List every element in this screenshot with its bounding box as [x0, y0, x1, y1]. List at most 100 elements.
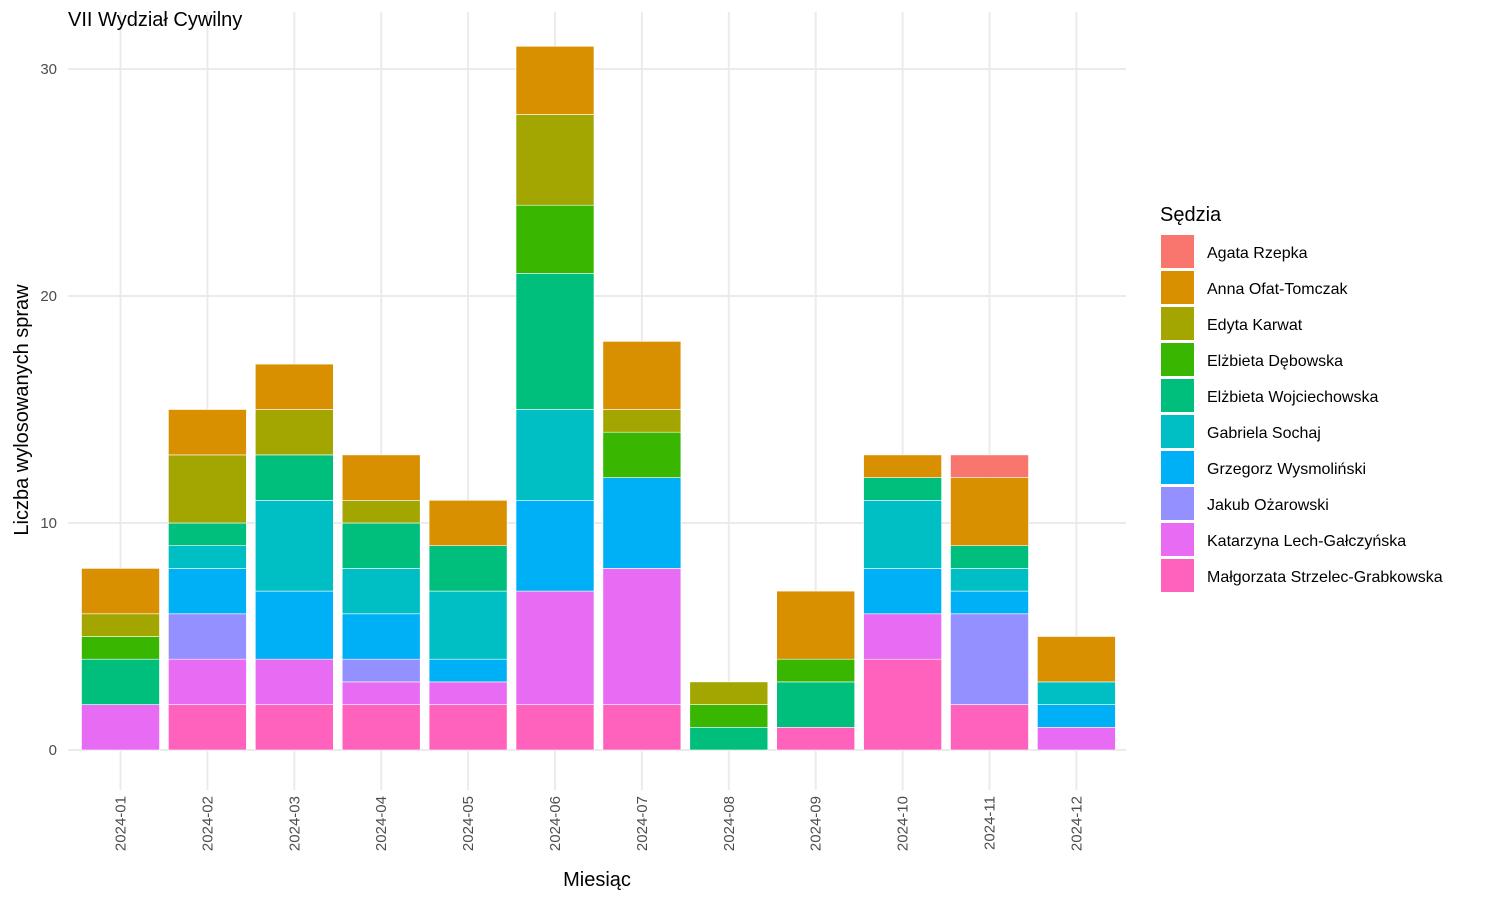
- legend-key: [1161, 379, 1194, 412]
- bar-segment: [863, 568, 942, 615]
- bar-segment: [689, 681, 769, 705]
- bar-segment: [776, 681, 856, 728]
- bar-segment: [341, 522, 421, 569]
- bar-segment: [689, 704, 769, 728]
- bar-segment: [515, 704, 595, 751]
- x-tick-label: 2024-02: [199, 796, 216, 851]
- x-tick-labels: 2024-01 2024-02 2024-03 2024-04 2024-05 2024-…: [113, 796, 1086, 851]
- x-tick-label: 2024-10: [895, 796, 912, 851]
- bar-segment: [168, 454, 247, 524]
- bar-segment: [428, 658, 508, 683]
- bar-segment: [168, 704, 247, 751]
- x-tick-label: 2024-03: [286, 796, 303, 851]
- bar-segment: [515, 590, 595, 705]
- legend-key: [1161, 235, 1194, 268]
- bar-segment: [950, 545, 1029, 569]
- legend-label: Elżbieta Wojciechowska: [1207, 389, 1378, 406]
- bar-segment: [341, 454, 421, 501]
- bar-segment: [81, 613, 160, 637]
- bar-segment: [689, 726, 769, 751]
- x-tick-label: 2024-12: [1068, 796, 1085, 851]
- x-tick-label: 2024-06: [547, 796, 564, 851]
- bar-segment: [168, 522, 247, 547]
- bar-segment: [602, 704, 682, 751]
- bar-segment: [341, 704, 421, 751]
- bars: [81, 45, 1116, 751]
- bar-segment: [255, 409, 334, 456]
- bar-segment: [950, 477, 1029, 547]
- bar-segment: [168, 613, 247, 660]
- x-tick-label: 2024-07: [634, 796, 651, 851]
- bar-segment: [168, 545, 247, 569]
- legend-label: Jakub Ożarowski: [1207, 497, 1329, 514]
- legend-key: [1161, 271, 1194, 304]
- bar-segment: [602, 431, 682, 478]
- legend-key: [1161, 451, 1194, 484]
- bar-segment: [428, 590, 508, 660]
- y-tick-label: 0: [49, 742, 57, 759]
- legend-key: [1161, 415, 1194, 448]
- bar-segment: [515, 45, 595, 115]
- legend-label: Katarzyna Lech-Gałczyńska: [1207, 533, 1406, 550]
- y-tick-label: 30: [40, 61, 57, 78]
- bar-segment: [255, 704, 334, 751]
- bar-segment: [81, 636, 160, 660]
- bar-segment: [515, 114, 595, 206]
- bar-segment: [515, 409, 595, 501]
- bar-segment: [168, 658, 247, 705]
- bar-segment: [1037, 704, 1116, 728]
- bar-segment: [950, 568, 1029, 592]
- bar-segment: [1037, 636, 1116, 683]
- bar-segment: [602, 477, 682, 569]
- legend-label: Małgorzata Strzelec-Grabkowska: [1207, 569, 1443, 586]
- bar-segment: [1037, 726, 1116, 751]
- bar-segment: [81, 568, 160, 615]
- bar-segment: [255, 363, 334, 410]
- x-tick-label: 2024-01: [113, 796, 130, 851]
- bar-segment: [255, 454, 334, 501]
- bar-segment: [515, 272, 595, 410]
- bar-segment: [863, 499, 942, 569]
- x-tick-label: 2024-05: [460, 796, 477, 851]
- bar-segment: [255, 590, 334, 660]
- x-tick-label: 2024-04: [373, 796, 390, 851]
- legend-key: [1161, 307, 1194, 340]
- bar-segment: [341, 613, 421, 660]
- legend-key: [1161, 559, 1194, 592]
- bar-segment: [863, 658, 942, 751]
- x-tick-label: 2024-11: [982, 796, 999, 850]
- x-axis-title: Miesiąc: [563, 869, 631, 891]
- chart-title: VII Wydział Cywilny: [68, 9, 242, 31]
- bar-segment: [776, 726, 856, 751]
- legend-label: Gabriela Sochaj: [1207, 425, 1321, 442]
- bar-segment: [428, 681, 508, 705]
- bar-segment: [863, 454, 942, 478]
- legend-key: [1161, 343, 1194, 376]
- bar-segment: [863, 613, 942, 660]
- legend-label: Agata Rzepka: [1207, 245, 1308, 262]
- bar-segment: [341, 568, 421, 615]
- bar-segment: [950, 613, 1029, 705]
- bar-segment: [81, 658, 160, 705]
- bar-segment: [1037, 681, 1116, 705]
- legend-label: Grzegorz Wysmoliński: [1207, 461, 1366, 478]
- bar-segment: [863, 477, 942, 501]
- bar-segment: [515, 204, 595, 274]
- legend-key: [1161, 523, 1194, 556]
- y-tick-label: 10: [40, 515, 57, 532]
- legend-label: Elżbieta Dębowska: [1207, 353, 1343, 370]
- bar-segment: [168, 568, 247, 615]
- bar-segment: [255, 658, 334, 705]
- bar-segment: [168, 409, 247, 456]
- bar-segment: [341, 658, 421, 683]
- bar-segment: [950, 704, 1029, 751]
- bar-segment: [602, 568, 682, 705]
- legend-label: Anna Ofat-Tomczak: [1207, 281, 1349, 298]
- bar-segment: [341, 499, 421, 524]
- x-tick-label: 2024-08: [721, 796, 738, 851]
- bar-segment: [341, 681, 421, 705]
- bar-segment: [428, 545, 508, 592]
- legend-title: Sędzia: [1160, 204, 1222, 226]
- bar-segment: [81, 704, 160, 751]
